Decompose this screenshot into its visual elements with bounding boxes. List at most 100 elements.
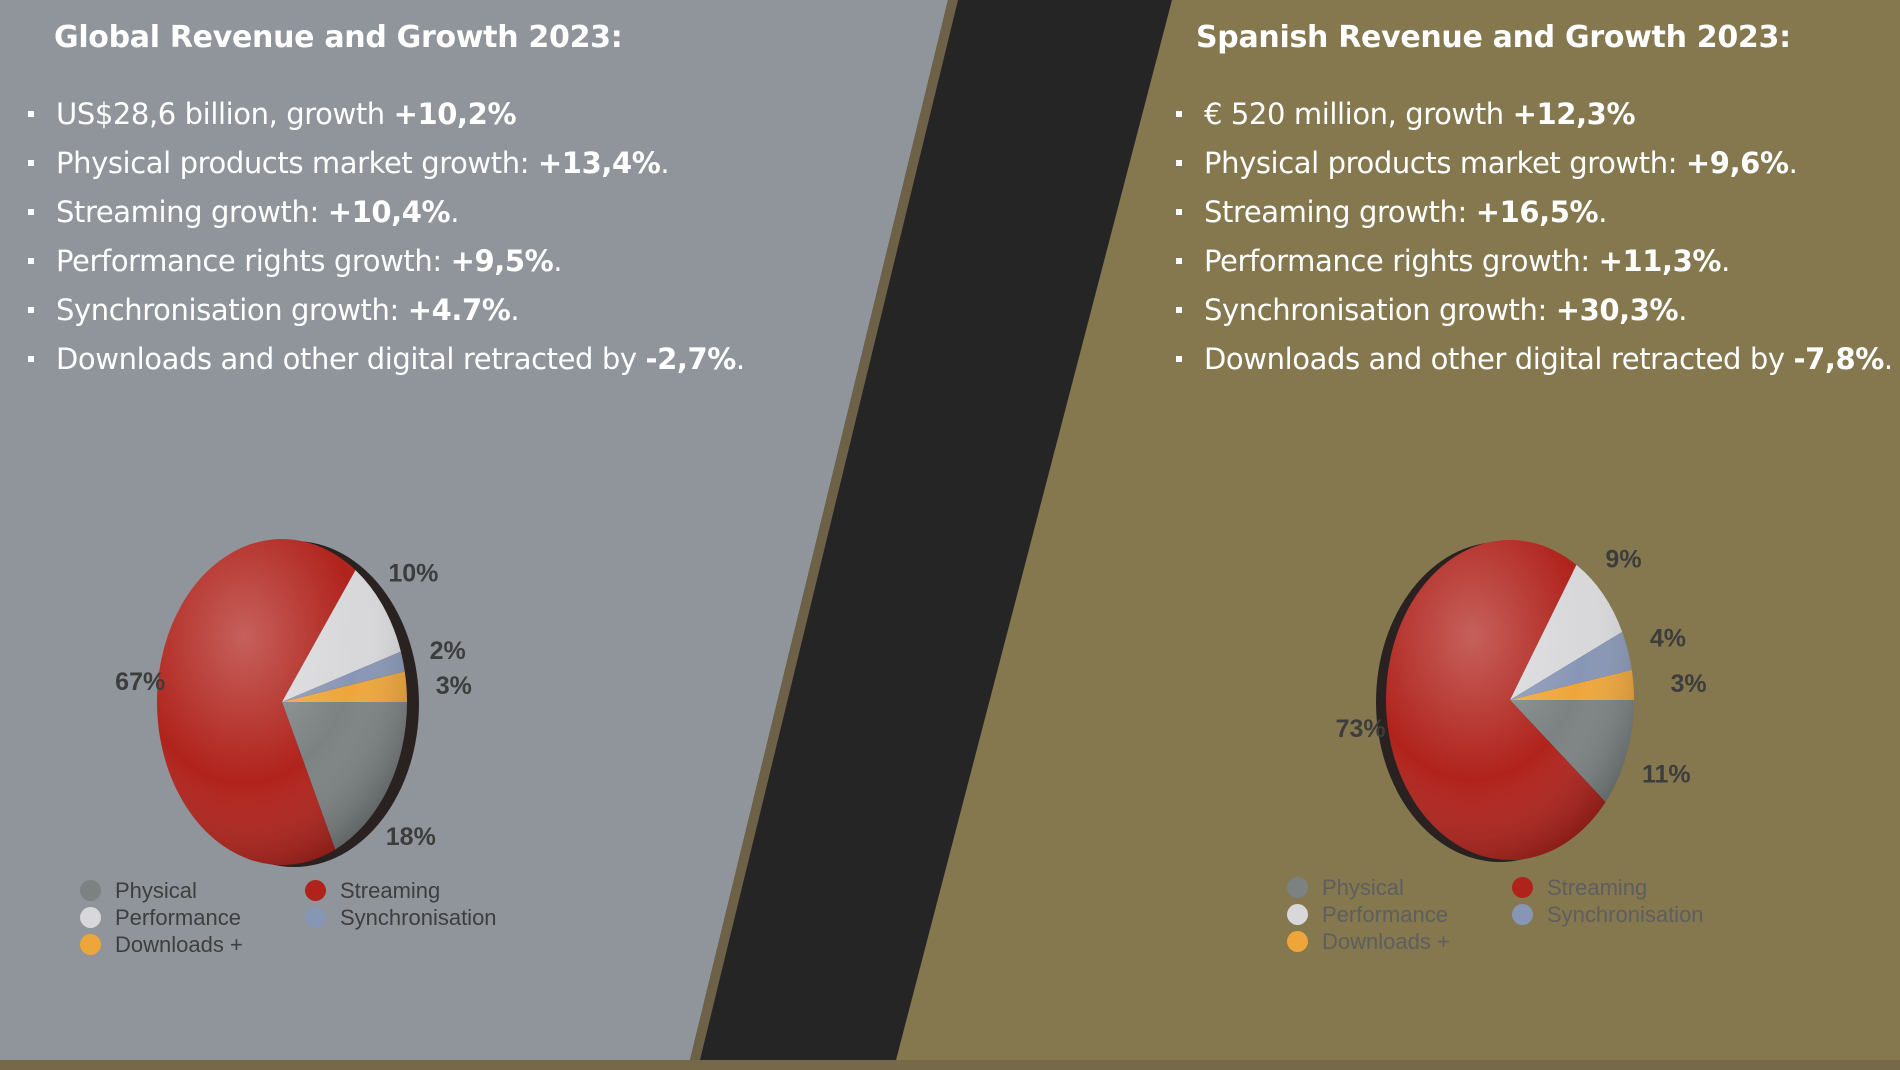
global-pie-chart: 18% 67% 10% 2% 3%: [115, 539, 472, 867]
legend-label: Downloads +: [115, 932, 243, 957]
legend-swatch: [1512, 904, 1533, 926]
bullet-value: +9,5%: [450, 244, 554, 278]
pie-shading: [157, 539, 407, 865]
legend-label: Physical: [1322, 875, 1404, 900]
spain-bullet-list: € 520 million, growth +12,3% Physical pro…: [1176, 94, 1893, 388]
bullet-item: Synchronisation growth: +30,3%.: [1176, 290, 1893, 339]
bullet-text: Synchronisation growth:: [56, 293, 408, 327]
bullet-suffix: .: [510, 293, 520, 327]
slice-value-label: 4%: [1650, 624, 1686, 652]
bullet-item: Downloads and other digital retracted by…: [28, 339, 745, 388]
legend-swatch: [305, 880, 326, 902]
bullet-marker: [1176, 307, 1182, 313]
spain-heading: Spanish Revenue and Growth 2023:: [1196, 20, 1791, 55]
slice-value-label: 10%: [388, 560, 438, 588]
bullet-text: € 520 million, growth: [1204, 97, 1513, 131]
bullet-suffix: .: [1721, 244, 1730, 278]
bullet-suffix: .: [1598, 195, 1608, 229]
slice-value-label: 3%: [436, 672, 472, 700]
global-bullet-list: US$28,6 billion, growth +10,2% Physical p…: [28, 94, 745, 388]
bullet-item: Physical products market growth: +13,4%.: [28, 143, 745, 192]
bullet-text: Downloads and other digital retracted by: [1204, 342, 1794, 376]
bullet-item: Performance rights growth: +9,5%.: [28, 241, 745, 290]
slice-value-label: 18%: [386, 823, 436, 851]
bullet-text: Physical products market growth:: [56, 146, 538, 180]
spain-pie-chart: 11% 73% 9% 4% 3%: [1336, 540, 1707, 862]
legend-label: Performance: [115, 905, 241, 930]
bullet-marker: [1176, 160, 1182, 166]
bullet-value: +9,6%: [1685, 146, 1789, 180]
bullet-item: € 520 million, growth +12,3%: [1176, 94, 1893, 143]
global-legend: Physical Streaming Performance Synchronisat…: [80, 878, 520, 968]
bullet-suffix: .: [450, 195, 460, 229]
bullet-value: +4.7%: [407, 293, 511, 327]
legend-item: Downloads +: [80, 932, 243, 958]
legend-swatch: [80, 907, 101, 929]
legend-item: Streaming: [305, 878, 440, 904]
legend-item: Performance: [80, 905, 241, 931]
bullet-suffix: .: [660, 146, 670, 180]
bullet-item: US$28,6 billion, growth +10,2%: [28, 94, 745, 143]
bullet-item: Streaming growth: +10,4%.: [28, 192, 745, 241]
bullet-value: +13,4%: [537, 146, 661, 180]
bullet-marker: [1176, 258, 1182, 264]
bullet-marker: [1176, 356, 1182, 362]
bullet-value: +10,2%: [393, 97, 517, 131]
bullet-value: +16,5%: [1475, 195, 1599, 229]
legend-swatch: [80, 934, 101, 956]
legend-item: Physical: [80, 878, 197, 904]
legend-label: Synchronisation: [1547, 902, 1704, 927]
bullet-item: Streaming growth: +16,5%.: [1176, 192, 1893, 241]
legend-item: Synchronisation: [1512, 902, 1704, 928]
bullet-marker: [28, 258, 34, 264]
slice-value-label: 73%: [1336, 715, 1386, 743]
bullet-marker: [28, 160, 34, 166]
legend-swatch: [1287, 904, 1308, 926]
legend-swatch: [1287, 877, 1308, 899]
legend-item: Synchronisation: [305, 905, 497, 931]
bullet-marker: [28, 356, 34, 362]
slice-value-label: 9%: [1605, 546, 1641, 574]
bullet-suffix: .: [1788, 146, 1798, 180]
bullet-marker: [1176, 209, 1182, 215]
legend-label: Synchronisation: [340, 905, 497, 930]
bullet-suffix: .: [1678, 293, 1688, 327]
bullet-text: Performance rights growth:: [1204, 244, 1599, 278]
slice-value-label: 67%: [115, 668, 165, 696]
legend-label: Downloads +: [1322, 929, 1450, 954]
bullet-value: +12,3%: [1512, 97, 1636, 131]
bullet-suffix: .: [735, 342, 745, 376]
bullet-item: Synchronisation growth: +4.7%.: [28, 290, 745, 339]
bullet-value: +10,4%: [327, 195, 451, 229]
legend-swatch: [80, 880, 101, 902]
global-heading: Global Revenue and Growth 2023:: [54, 20, 623, 55]
bullet-text: Downloads and other digital retracted by: [56, 342, 646, 376]
bullet-marker: [28, 209, 34, 215]
legend-swatch: [1512, 877, 1533, 899]
bullet-text: Synchronisation growth:: [1204, 293, 1556, 327]
slice-value-label: 3%: [1671, 670, 1707, 698]
bullet-text: Streaming growth:: [1204, 195, 1476, 229]
bullet-value: +30,3%: [1555, 293, 1679, 327]
legend-item: Downloads +: [1287, 929, 1450, 955]
legend-label: Performance: [1322, 902, 1448, 927]
bullet-item: Physical products market growth: +9,6%.: [1176, 143, 1893, 192]
bullet-marker: [28, 111, 34, 117]
bullet-item: Downloads and other digital retracted by…: [1176, 339, 1893, 388]
right-panel-background: [896, 0, 1900, 1060]
bullet-value: -7,8%: [1793, 342, 1884, 376]
bullet-text: Physical products market growth:: [1204, 146, 1686, 180]
legend-item: Streaming: [1512, 875, 1647, 901]
bullet-marker: [28, 307, 34, 313]
bullet-text: US$28,6 billion, growth: [56, 97, 394, 131]
legend-label: Streaming: [1547, 875, 1648, 900]
bullet-text: Performance rights growth:: [56, 244, 451, 278]
bullet-text: Streaming growth:: [56, 195, 328, 229]
legend-item: Physical: [1287, 875, 1404, 901]
bullet-value: -2,7%: [645, 342, 736, 376]
bullet-value: +11,3%: [1598, 244, 1722, 278]
legend-item: Performance: [1287, 902, 1448, 928]
slice-value-label: 11%: [1642, 761, 1691, 789]
legend-swatch: [305, 907, 326, 929]
spain-legend: Physical Streaming Performance Synchronisat…: [1287, 875, 1727, 965]
